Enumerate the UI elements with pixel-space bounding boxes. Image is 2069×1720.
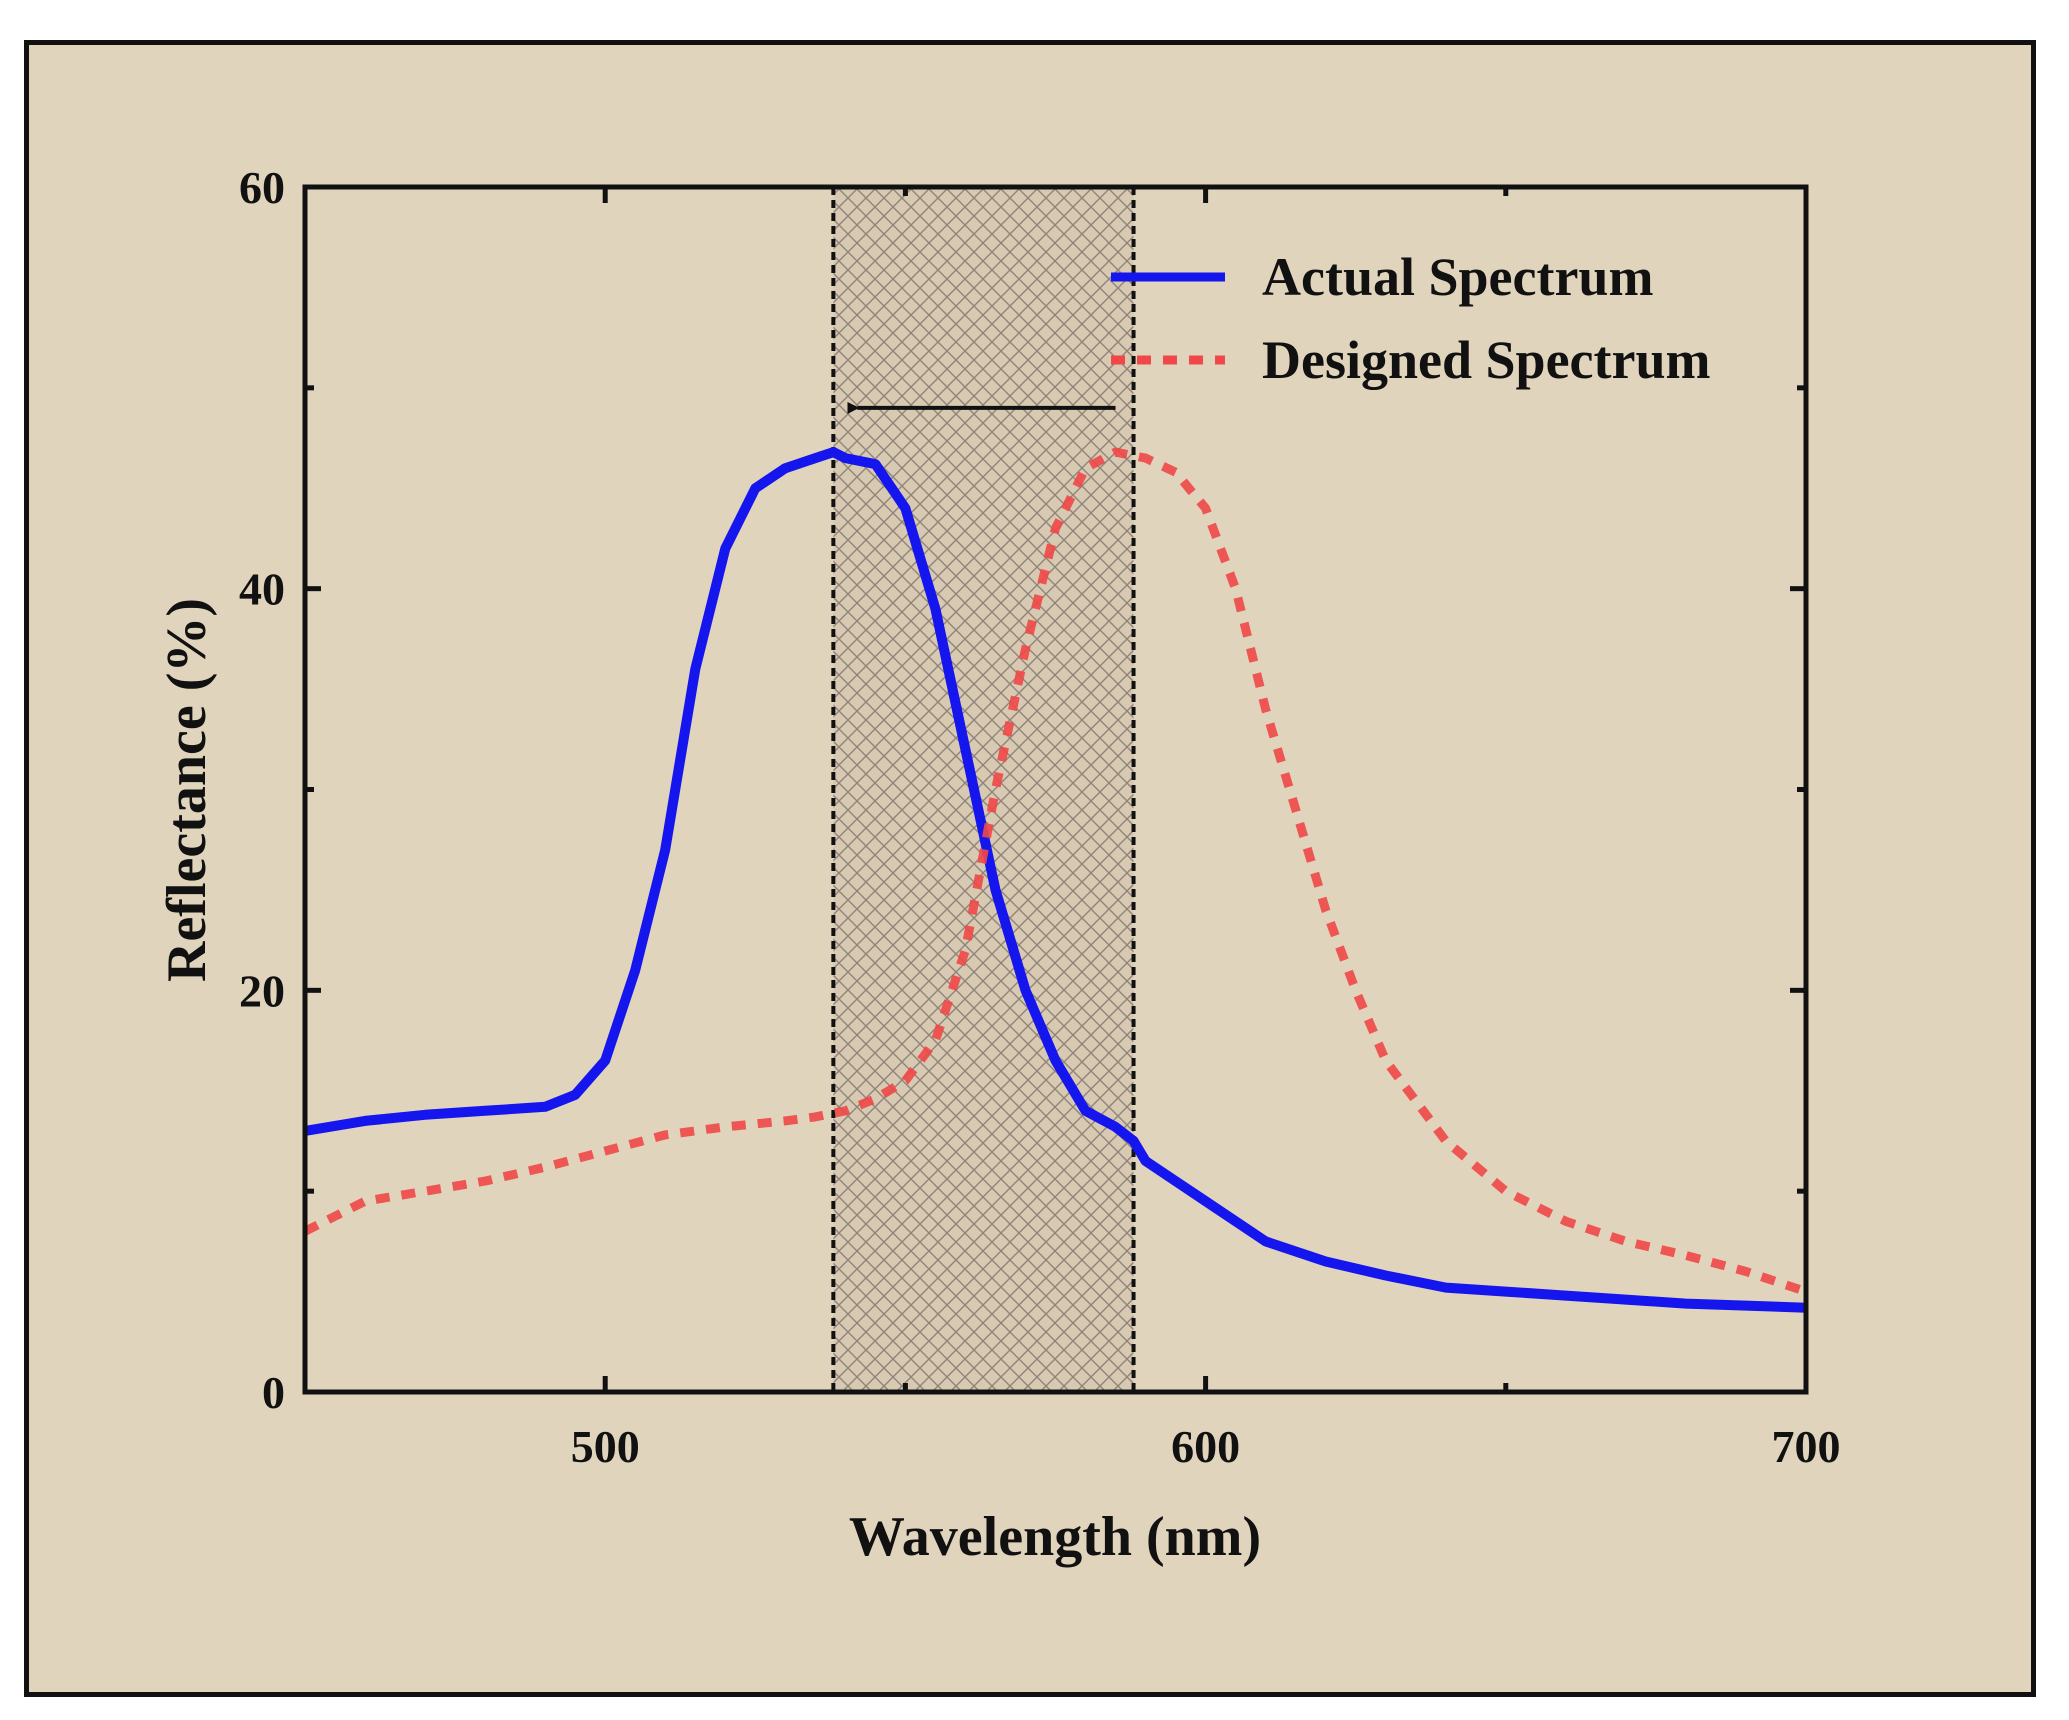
series-line-designed [305,447,1806,1296]
y-tick-label: 60 [239,162,285,213]
reflectance-chart: 500 600 700 0 20 40 60 Wavelength (nm) Reflect… [156,162,1841,1568]
highlight-band [833,187,1134,1392]
y-tick-label: 20 [239,965,285,1016]
highlight-band-layer [831,187,1136,1392]
x-tick-label: 600 [1171,1421,1240,1472]
x-tick-label: 700 [1772,1421,1841,1472]
figure-frame: 500 600 700 0 20 40 60 Wavelength (nm) Reflect… [24,40,2036,1697]
x-tick-label: 500 [571,1421,640,1472]
y-tick-label: 40 [239,564,285,615]
axes-layer: 500 600 700 0 20 40 60 [239,162,1841,1472]
series-layer [305,447,1806,1313]
x-axis-label: Wavelength (nm) [849,1506,1261,1568]
legend-label-actual: Actual Spectrum [1262,247,1653,307]
series-line-actual [305,447,1806,1313]
y-axis-label: Reflectance (%) [156,598,218,982]
legend-label-designed: Designed Spectrum [1262,330,1710,390]
legend: Actual Spectrum Designed Spectrum [1111,247,1710,390]
y-tick-label: 0 [262,1367,285,1418]
